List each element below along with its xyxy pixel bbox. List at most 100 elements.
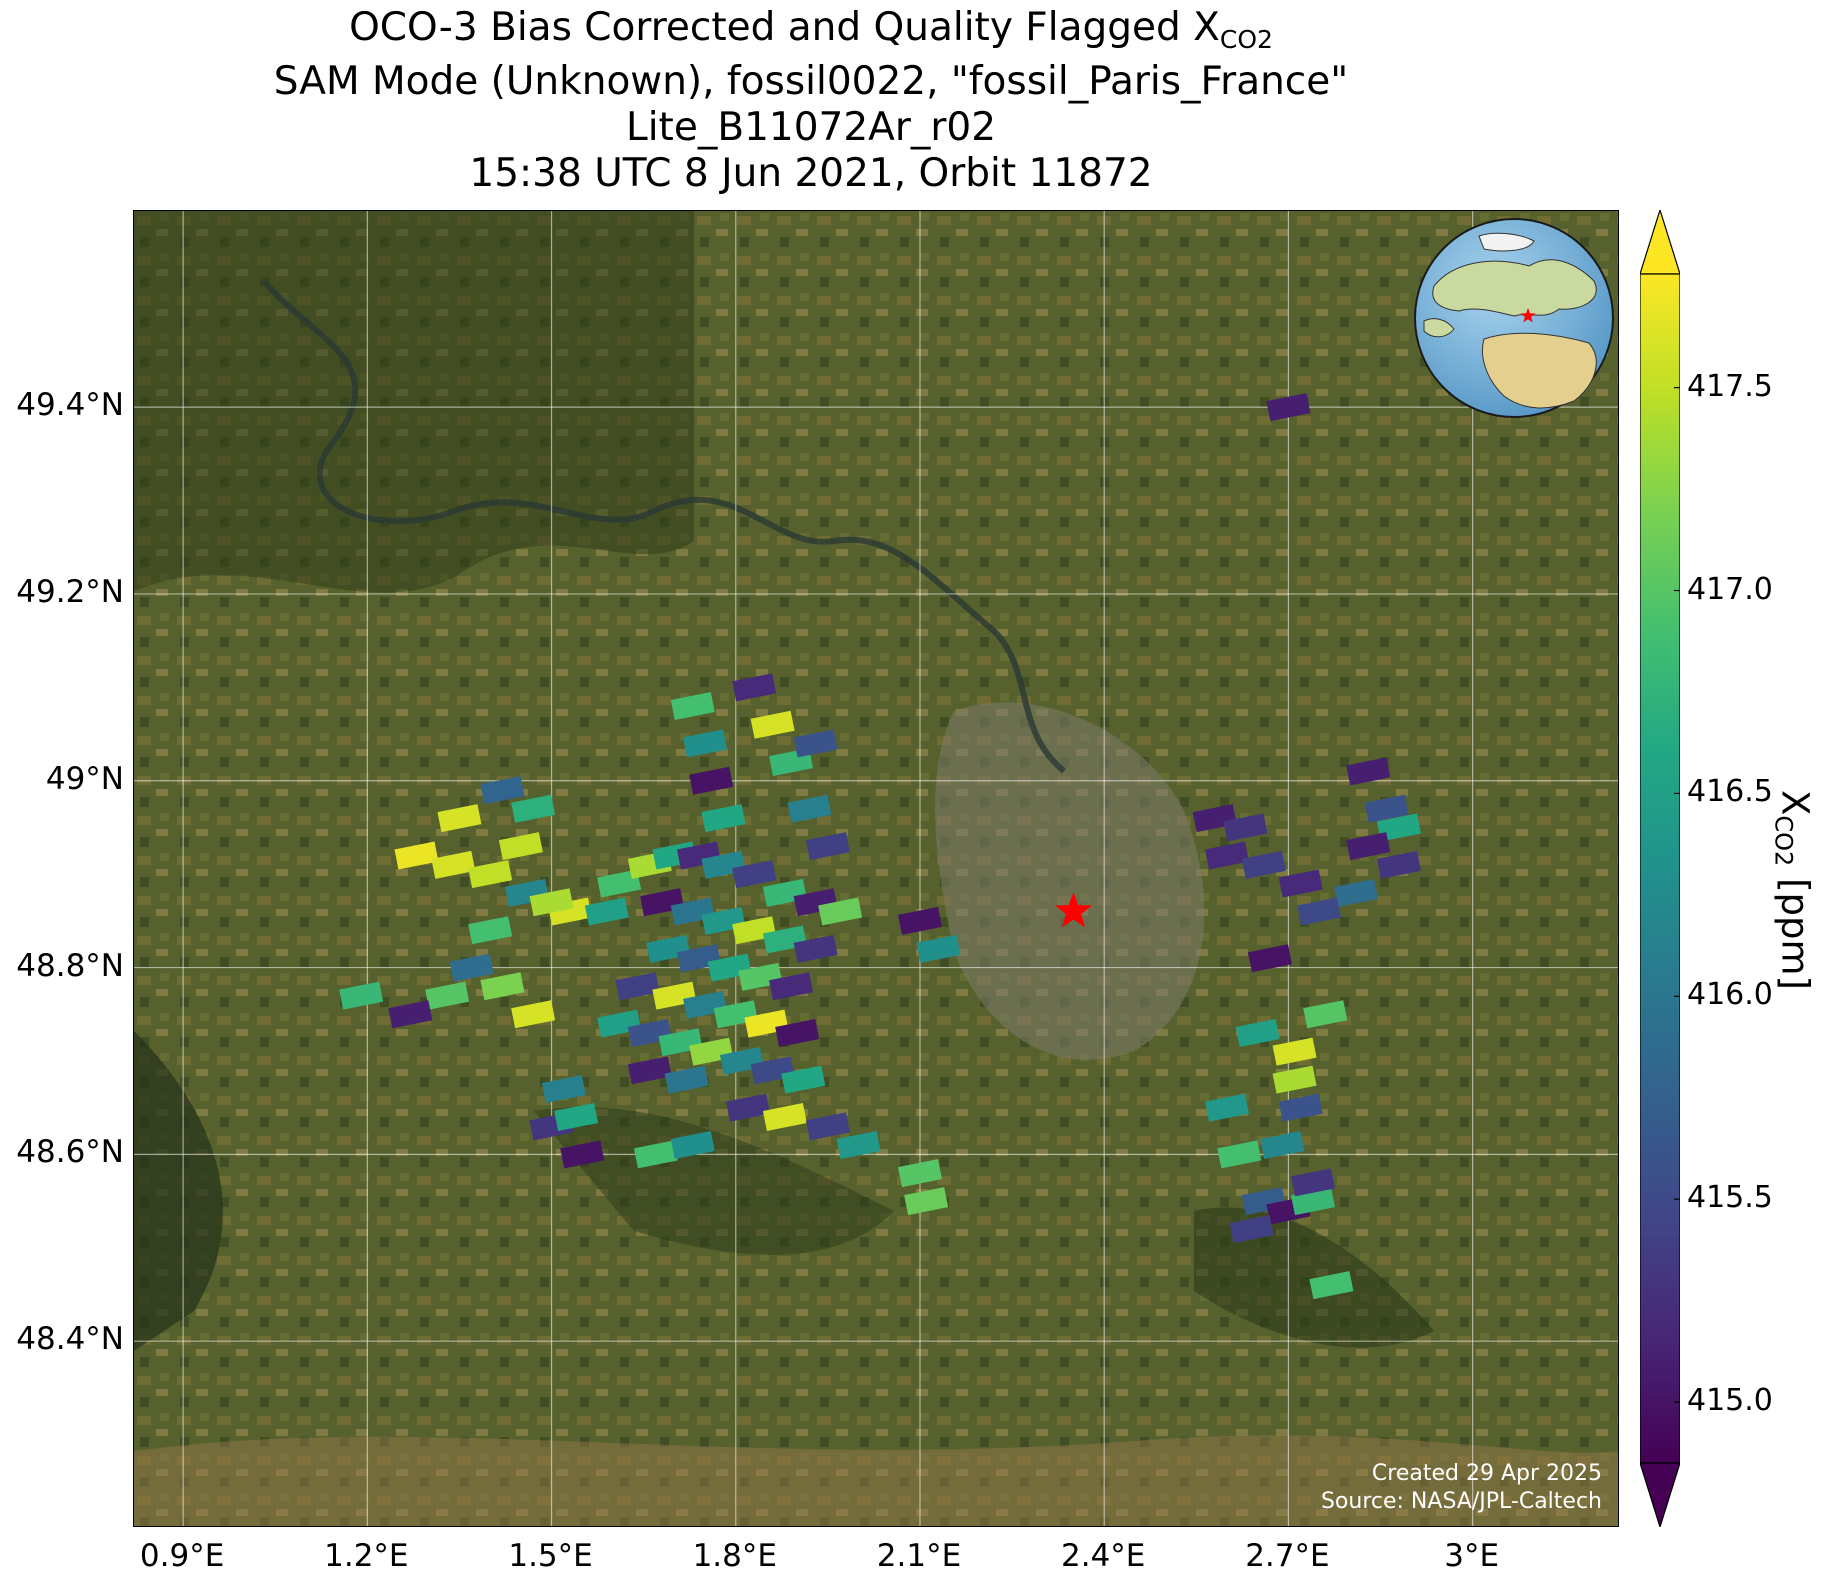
sounding-footprint bbox=[762, 1103, 807, 1132]
sounding-footprint bbox=[670, 692, 715, 721]
sounding-footprint bbox=[480, 776, 525, 805]
sounding-footprint bbox=[1235, 1018, 1280, 1047]
lat-tick-label: 48.4°N bbox=[16, 1321, 124, 1358]
sounding-footprint bbox=[904, 1187, 949, 1216]
sounding-footprint bbox=[431, 850, 476, 879]
sounding-footprint bbox=[897, 906, 942, 935]
lat-tick-label: 49.4°N bbox=[16, 387, 124, 424]
sounding-footprint bbox=[664, 1065, 709, 1094]
colorbar-tick-marks bbox=[1674, 387, 1680, 1403]
sounding-footprint bbox=[1290, 1168, 1335, 1197]
sounding-footprint bbox=[689, 766, 734, 795]
sounding-footprint bbox=[793, 729, 838, 758]
sounding-footprint bbox=[836, 1131, 881, 1160]
forest-area bbox=[534, 1107, 894, 1255]
sounding-footprint bbox=[597, 869, 642, 898]
sounding-footprint bbox=[468, 916, 513, 945]
sounding-footprint bbox=[769, 972, 814, 1001]
sounding-footprint bbox=[787, 794, 832, 823]
sounding-footprint bbox=[1272, 1037, 1317, 1066]
sounding-footprint bbox=[683, 729, 728, 758]
target-star-icon[interactable] bbox=[1055, 892, 1092, 928]
globe-star-icon bbox=[1520, 308, 1536, 323]
colorbar-tick-label: 417.5 bbox=[1687, 368, 1773, 404]
sounding-footprint bbox=[1346, 757, 1391, 786]
river bbox=[261, 279, 1066, 774]
sounding-footprint bbox=[388, 1000, 433, 1029]
sounding-footprint bbox=[1297, 897, 1342, 926]
map-panel[interactable]: Created 29 Apr 2025 Source: NASA/JPL-Cal… bbox=[133, 210, 1619, 1527]
sounding-footprint bbox=[425, 981, 470, 1010]
map-title-line-3: Lite_B11072Ar_r02 bbox=[625, 105, 997, 150]
sounding-footprint bbox=[1364, 794, 1409, 823]
sounding-footprint bbox=[793, 934, 838, 963]
sounding-footprint bbox=[670, 1131, 715, 1160]
sounding-footprint bbox=[726, 1093, 771, 1122]
sounding-footprint bbox=[1303, 1000, 1348, 1029]
map-title-line-4: 15:38 UTC 8 Jun 2021, Orbit 11872 bbox=[469, 151, 1153, 196]
sounding-footprint bbox=[701, 804, 746, 833]
globe-land bbox=[1481, 332, 1597, 409]
xco2-soundings bbox=[339, 393, 1421, 1300]
field-area bbox=[134, 1435, 1618, 1526]
sounding-footprint bbox=[480, 972, 525, 1001]
map-canvas[interactable] bbox=[134, 211, 1619, 1527]
sounding-footprint bbox=[1205, 841, 1250, 870]
lon-tick-label: 1.5°E bbox=[508, 1538, 593, 1574]
lon-tick-label: 2.4°E bbox=[1060, 1538, 1146, 1574]
sounding-footprint bbox=[732, 860, 777, 889]
sounding-footprint bbox=[775, 1018, 820, 1047]
sounding-footprint bbox=[805, 1112, 850, 1141]
sounding-footprint bbox=[1376, 813, 1421, 842]
map-title-line-2: SAM Mode (Unknown), fossil0022, "fossil_… bbox=[273, 59, 1349, 104]
sounding-footprint bbox=[1333, 878, 1378, 907]
forest-area bbox=[134, 211, 694, 593]
sounding-footprint bbox=[449, 953, 494, 982]
sounding-footprint bbox=[1346, 832, 1391, 861]
globe-land bbox=[1432, 259, 1597, 317]
sounding-footprint bbox=[511, 1000, 556, 1029]
lon-tick-label: 1.2°E bbox=[324, 1538, 409, 1574]
sounding-footprint bbox=[584, 897, 629, 926]
globe-inset bbox=[1414, 218, 1614, 418]
sounding-footprint bbox=[897, 1159, 942, 1188]
sounding-footprint bbox=[805, 832, 850, 861]
urban-area bbox=[935, 702, 1205, 1060]
forest-area bbox=[1194, 1207, 1434, 1348]
credit-source: Source: NASA/JPL-Caltech bbox=[1320, 1489, 1602, 1514]
sounding-footprint bbox=[633, 1140, 678, 1169]
sounding-footprint bbox=[437, 804, 482, 833]
lon-tick-label: 1.8°E bbox=[692, 1538, 777, 1574]
sounding-footprint bbox=[1309, 1271, 1354, 1300]
sounding-footprint bbox=[1272, 1065, 1317, 1094]
lon-tick-label: 2.1°E bbox=[876, 1538, 962, 1574]
sounding-footprint bbox=[1241, 850, 1286, 879]
sounding-footprint bbox=[916, 934, 961, 963]
sounding-footprint bbox=[615, 972, 660, 1001]
colorbar-extend-min bbox=[1640, 1462, 1680, 1527]
sounding-footprint bbox=[732, 673, 777, 702]
sounding-footprint bbox=[1278, 1093, 1323, 1122]
graticule bbox=[134, 211, 1618, 1526]
sounding-footprint bbox=[1247, 944, 1292, 973]
map-title-line-1: OCO-3 Bias Corrected and Quality Flagged… bbox=[349, 5, 1273, 54]
lon-tick-label: 0.9°E bbox=[139, 1538, 225, 1574]
sounding-footprint bbox=[560, 1140, 605, 1169]
sounding-footprint bbox=[1217, 1140, 1262, 1169]
lon-tick-label: 2.7°E bbox=[1245, 1538, 1330, 1574]
lat-tick-label: 49°N bbox=[45, 760, 124, 797]
sounding-footprint bbox=[1223, 813, 1268, 842]
globe-land bbox=[1423, 318, 1455, 338]
sounding-footprint bbox=[818, 897, 863, 926]
colorbar-tick-label: 416.5 bbox=[1687, 774, 1773, 810]
lat-tick-label: 49.2°N bbox=[16, 573, 124, 610]
sounding-footprint bbox=[781, 1065, 826, 1094]
sounding-footprint bbox=[627, 1056, 672, 1085]
sounding-footprint bbox=[1229, 1215, 1274, 1244]
sounding-footprint bbox=[339, 981, 384, 1010]
colorbar-extend-max bbox=[1640, 210, 1680, 275]
credit-created: Created 29 Apr 2025 bbox=[1371, 1461, 1602, 1486]
sounding-footprint bbox=[554, 1103, 599, 1132]
lat-tick-label: 48.6°N bbox=[16, 1134, 124, 1171]
sounding-footprint bbox=[468, 860, 513, 889]
